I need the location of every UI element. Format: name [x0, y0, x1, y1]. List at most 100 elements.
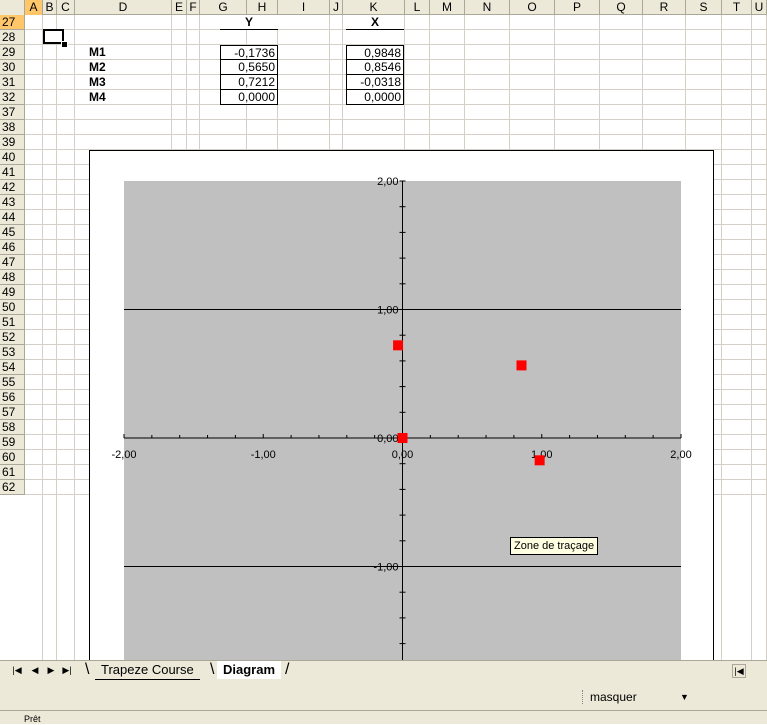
row-header[interactable]: 60	[0, 450, 25, 465]
column-header[interactable]: J	[330, 0, 343, 15]
y-value-cell[interactable]: 0,5650	[220, 60, 278, 75]
column-header[interactable]: F	[187, 0, 200, 15]
row-header[interactable]: 42	[0, 180, 25, 195]
column-header[interactable]: E	[172, 0, 187, 15]
gridline	[42, 15, 43, 660]
masquer-dropdown[interactable]: masquer ▼	[580, 688, 695, 706]
column-header[interactable]: P	[555, 0, 600, 15]
x-tick-label: 0,00	[392, 449, 413, 461]
column-header[interactable]: L	[405, 0, 430, 15]
column-header[interactable]: A	[25, 0, 43, 15]
gridline	[751, 15, 752, 660]
column-header[interactable]: B	[43, 0, 57, 15]
row-header[interactable]: 44	[0, 210, 25, 225]
point-label-cell[interactable]: M1	[89, 45, 106, 59]
status-text: Prêt	[24, 714, 41, 724]
fill-handle[interactable]	[61, 41, 68, 48]
row-header[interactable]: 27	[0, 15, 25, 30]
row-header[interactable]: 51	[0, 315, 25, 330]
y-value-cell[interactable]: -0,1736	[220, 45, 278, 60]
row-header[interactable]: 29	[0, 45, 25, 60]
row-header[interactable]: 59	[0, 435, 25, 450]
row-header[interactable]: 46	[0, 240, 25, 255]
row-header[interactable]: 31	[0, 75, 25, 90]
column-header[interactable]: Q	[600, 0, 643, 15]
data-point[interactable]	[534, 455, 545, 466]
next-sheet-icon[interactable]: ▶	[47, 665, 55, 675]
tab-trapeze-course[interactable]: Trapeze Course	[95, 661, 200, 680]
row-header[interactable]: 57	[0, 405, 25, 420]
row-header[interactable]: 50	[0, 300, 25, 315]
y-header-cell[interactable]: Y	[220, 15, 278, 30]
column-header[interactable]: S	[686, 0, 722, 15]
row-header[interactable]: 62	[0, 480, 25, 495]
active-cell[interactable]	[43, 29, 64, 44]
row-header[interactable]: 58	[0, 420, 25, 435]
data-point[interactable]	[393, 340, 404, 351]
first-sheet-icon[interactable]: |◀	[12, 665, 22, 675]
tab-separator: /	[285, 661, 290, 678]
prev-sheet-icon[interactable]: ◀	[31, 665, 39, 675]
chevron-down-icon[interactable]: ▼	[680, 692, 689, 702]
row-header[interactable]: 37	[0, 105, 25, 120]
last-sheet-icon[interactable]: ▶|	[62, 665, 72, 675]
x-tick-label: 2,00	[670, 449, 691, 461]
row-header[interactable]: 61	[0, 465, 25, 480]
row-header[interactable]: 52	[0, 330, 25, 345]
gridline	[25, 119, 767, 120]
y-value-cell[interactable]: 0,7212	[220, 75, 278, 90]
column-header[interactable]: C	[57, 0, 75, 15]
point-label-cell[interactable]: M3	[89, 75, 106, 89]
column-header[interactable]: N	[465, 0, 510, 15]
row-header[interactable]: 32	[0, 90, 25, 105]
point-label-cell[interactable]: M2	[89, 60, 106, 74]
column-header[interactable]: H	[247, 0, 278, 15]
tab-separator: \	[85, 661, 90, 678]
point-label-cell[interactable]: M4	[89, 90, 106, 104]
row-header[interactable]: 38	[0, 120, 25, 135]
column-header[interactable]: T	[722, 0, 752, 15]
data-point[interactable]	[516, 360, 527, 371]
row-header[interactable]: 48	[0, 270, 25, 285]
tab-diagram[interactable]: Diagram	[217, 661, 282, 679]
x-tick-label: -2,00	[111, 449, 136, 461]
column-header[interactable]: K	[343, 0, 405, 15]
row-header[interactable]: 41	[0, 165, 25, 180]
x-value-cell[interactable]: 0,0000	[346, 90, 404, 105]
row-header[interactable]: 28	[0, 30, 25, 45]
data-point[interactable]	[397, 433, 408, 443]
column-header[interactable]: G	[200, 0, 247, 15]
x-value-cell[interactable]: -0,0318	[346, 75, 404, 90]
row-header[interactable]: 54	[0, 360, 25, 375]
sheet-tab-bar: |◀ ◀ ▶ ▶| \ Trapeze Course \ Diagram / |…	[0, 660, 767, 680]
column-header[interactable]: D	[75, 0, 172, 15]
row-header[interactable]: 53	[0, 345, 25, 360]
select-all-corner[interactable]	[0, 0, 25, 15]
x-value-cell[interactable]: 0,8546	[346, 60, 404, 75]
row-header[interactable]: 56	[0, 390, 25, 405]
row-header[interactable]: 49	[0, 285, 25, 300]
gridline	[25, 134, 767, 135]
y-tick-label: 2,00	[377, 176, 398, 188]
row-header[interactable]: 47	[0, 255, 25, 270]
column-header[interactable]: R	[643, 0, 686, 15]
x-value-cell[interactable]: 0,9848	[346, 45, 404, 60]
column-header[interactable]: M	[430, 0, 465, 15]
row-header[interactable]: 39	[0, 135, 25, 150]
row-header[interactable]: 30	[0, 60, 25, 75]
x-header-cell[interactable]: X	[346, 15, 404, 30]
gridline	[74, 15, 75, 660]
chart-area[interactable]: -2,00 -1,00 0,00 1,00 2,00 2,00 1,00 0,00 -1,00	[89, 150, 714, 660]
row-header[interactable]: 40	[0, 150, 25, 165]
row-header[interactable]: 45	[0, 225, 25, 240]
chart-tooltip: Zone de traçage	[510, 537, 599, 555]
column-header[interactable]: U	[752, 0, 767, 15]
row-header[interactable]: 43	[0, 195, 25, 210]
column-header[interactable]: I	[278, 0, 330, 15]
column-header[interactable]: O	[510, 0, 555, 15]
scroll-left-icon[interactable]: |◀	[732, 664, 746, 678]
row-header[interactable]: 55	[0, 375, 25, 390]
y-value-cell[interactable]: 0,0000	[220, 90, 278, 105]
scatter-chart[interactable]: -2,00 -1,00 0,00 1,00 2,002,001,000,00-1,00	[90, 151, 715, 660]
